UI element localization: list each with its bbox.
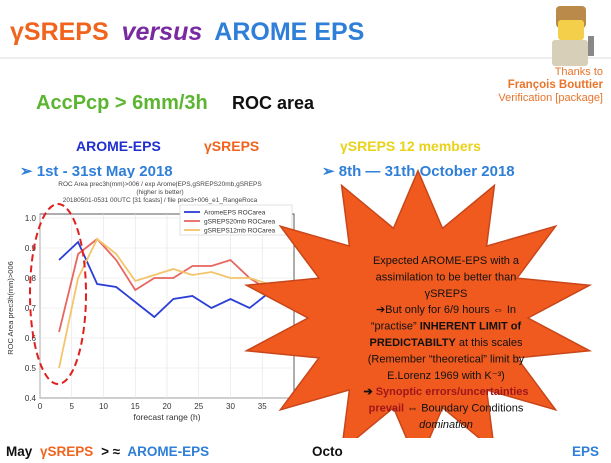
callout-segment: γSREPS — [425, 288, 468, 300]
y-tick-label: 0.7 — [25, 304, 37, 313]
callout-line: γSREPS — [425, 288, 468, 300]
x-tick-label: 30 — [226, 402, 235, 411]
title-part: γSREPS — [10, 18, 109, 46]
callout-segment: ⇔ Boundary Conditions — [404, 403, 524, 415]
series-line — [58, 237, 269, 369]
callout-line: PREDICTABILTY at this scales — [369, 337, 523, 349]
y-axis-label: ROC Area prec3h(mm)>006 — [6, 261, 15, 355]
chart-caption: 20180501-0531 00UTC [31 fcasts] / file p… — [63, 197, 258, 204]
chart-subtitle: (higher is better) — [136, 189, 183, 196]
title-part: AROME EPS — [214, 18, 364, 46]
callout-line: prevail ⇔ Boundary Conditions — [369, 403, 524, 415]
column-label: γSREPS — [204, 138, 259, 154]
y-tick-label: 1.0 — [25, 214, 37, 223]
chart-title: ROC Area prec3h(mm)>006 / exp Arome|EPS,… — [58, 181, 262, 188]
callout-segment: ➔But only for 6/9 hours ⇔ In — [376, 304, 516, 316]
x-axis-label: forecast range (h) — [133, 412, 200, 422]
footer-part: AROME-EPS — [127, 444, 209, 459]
footer-part: Octo — [312, 444, 343, 459]
series-line — [58, 240, 270, 319]
callout-segment: at this scales — [456, 337, 523, 349]
footer-band — [0, 438, 611, 463]
callout-segment: Synoptic errors/uncertainties — [376, 386, 529, 398]
callout-line: ➔But only for 6/9 hours ⇔ In — [376, 304, 516, 316]
callout-segment: domination — [419, 419, 473, 431]
callout-segment: “practise” — [371, 321, 420, 333]
column-label: AROME-EPS — [76, 138, 161, 154]
x-tick-label: 35 — [258, 402, 267, 411]
chart: ROC Area prec3h(mm)>006 / exp Arome|EPS,… — [4, 178, 304, 436]
callout-line: E.Lorenz 1969 with K⁻³) — [387, 370, 505, 382]
title-part: versus — [122, 18, 203, 46]
y-tick-label: 0.9 — [25, 244, 37, 253]
callout-segment: E.Lorenz 1969 with K⁻³) — [387, 370, 505, 382]
period-label: ➢ 1st - 31st May 2018 — [20, 163, 173, 180]
callout: Expected AROME-EPS with a assimilation to… — [243, 168, 593, 463]
legend-label: gSREPS20mb ROCarea — [204, 219, 276, 226]
footer: May γSREPS > ≈ AROME-EPS — [6, 444, 209, 459]
title: γSREPS versus AROME EPS — [10, 18, 364, 46]
x-tick-label: 10 — [99, 402, 108, 411]
thanks-text: Verification [package] — [498, 92, 603, 104]
y-tick-label: 0.4 — [25, 394, 37, 403]
y-tick-label: 0.6 — [25, 334, 37, 343]
starburst — [243, 168, 593, 463]
figure-icon — [552, 6, 594, 66]
callout-segment: PREDICTABILTY — [369, 337, 456, 349]
callout-segment: ➔ — [363, 386, 375, 398]
callout-line: assimilation to be better than — [376, 271, 517, 283]
series-line — [58, 237, 270, 333]
callout-segment: prevail — [369, 403, 404, 415]
subtitle: AccPcp > 6mm/3h — [36, 92, 208, 114]
callout-line: Expected AROME-EPS with a — [373, 255, 520, 267]
footer-part: EPS — [572, 444, 599, 459]
callout-segment: Expected AROME-EPS with a — [373, 255, 520, 267]
legend-label: AromeEPS ROCarea — [204, 210, 266, 217]
callout-segment: (Remember “theoretical” limit by — [368, 353, 525, 365]
callout-line: (Remember “theoretical” limit by — [368, 353, 525, 365]
x-tick-label: 5 — [70, 402, 75, 411]
highlight-ellipse — [29, 203, 87, 385]
footer-part: γSREPS — [40, 444, 93, 459]
x-tick-label: 15 — [131, 402, 140, 411]
x-tick-label: 20 — [163, 402, 172, 411]
callout-segment: INHERENT LIMIT of — [420, 321, 522, 333]
callout-line: domination — [419, 419, 473, 431]
y-tick-label: 0.5 — [25, 364, 37, 373]
legend-box — [179, 204, 293, 236]
callout-line: “practise” INHERENT LIMIT of — [371, 321, 522, 333]
thanks-text: Thanks to — [555, 66, 603, 78]
footer-part: May — [6, 444, 33, 459]
subtitle-sub: ROC area — [232, 93, 315, 113]
callout-segment: assimilation to be better than — [376, 271, 517, 283]
x-tick-label: 25 — [194, 402, 203, 411]
footer-part: > ≈ — [101, 444, 121, 459]
thanks-name: François Bouttier — [508, 79, 604, 91]
column-label: γSREPS 12 members — [340, 138, 481, 154]
callout-line: ➔ Synoptic errors/uncertainties — [363, 386, 528, 398]
x-tick-label: 0 — [38, 402, 43, 411]
legend-label: gSREPS12mb ROCarea — [204, 228, 276, 235]
